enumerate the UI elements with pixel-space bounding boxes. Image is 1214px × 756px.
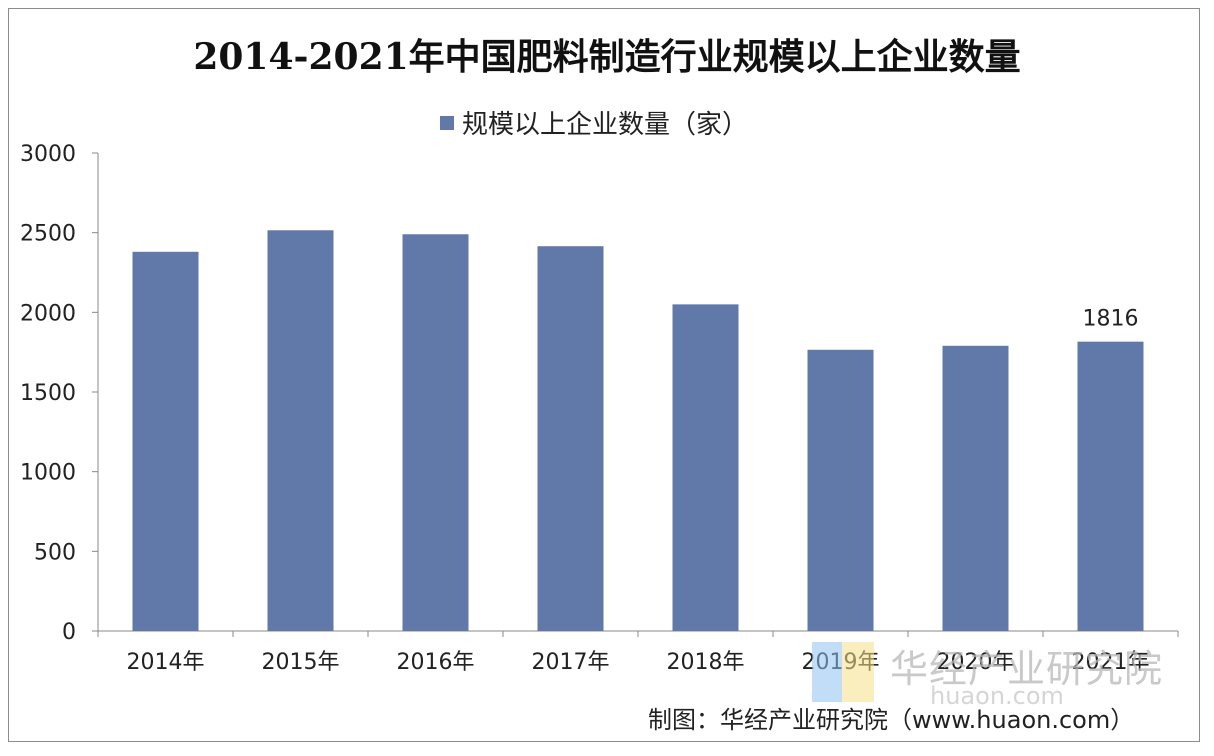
bar [807, 349, 874, 631]
bar [132, 251, 199, 631]
legend-swatch [440, 115, 454, 130]
bar [537, 246, 604, 631]
legend: 规模以上企业数量（家） [440, 104, 748, 141]
y-tick-label: 3000 [20, 142, 76, 167]
x-tick-label: 2020年 [937, 650, 1015, 675]
bar [942, 345, 1009, 631]
x-tick-label: 2017年 [532, 650, 610, 675]
y-tick-label: 500 [34, 540, 76, 565]
x-tick-label: 2018年 [667, 650, 745, 675]
watermark-url: huaon.com [930, 682, 1064, 710]
watermark-logo-blue [812, 642, 842, 702]
x-tick-label: 2015年 [262, 650, 340, 675]
watermark-name: 华经产业研究院 [890, 647, 1164, 691]
bar [267, 230, 334, 631]
legend-label: 规模以上企业数量（家） [462, 110, 749, 140]
bar [402, 234, 469, 631]
chart-title: 2014-2021年中国肥料制造行业规模以上企业数量 [193, 36, 1021, 78]
y-tick-label: 0 [62, 620, 76, 645]
source-note: 制图：华经产业研究院（www.huaon.com） [648, 706, 1135, 734]
x-tick-label: 2021年 [1072, 650, 1150, 675]
y-tick-label: 1000 [20, 461, 76, 486]
bar [1077, 341, 1144, 631]
watermark-logo-yellow [842, 642, 874, 702]
y-tick-label: 2000 [20, 301, 76, 326]
watermark-logo [812, 642, 874, 702]
y-tick-label: 2500 [20, 222, 76, 247]
x-tick-label: 2016年 [397, 650, 475, 675]
x-tick-label: 2014年 [127, 650, 205, 675]
bar [672, 304, 739, 631]
y-tick-label: 1500 [20, 381, 76, 406]
data-label: 1816 [1083, 307, 1139, 332]
